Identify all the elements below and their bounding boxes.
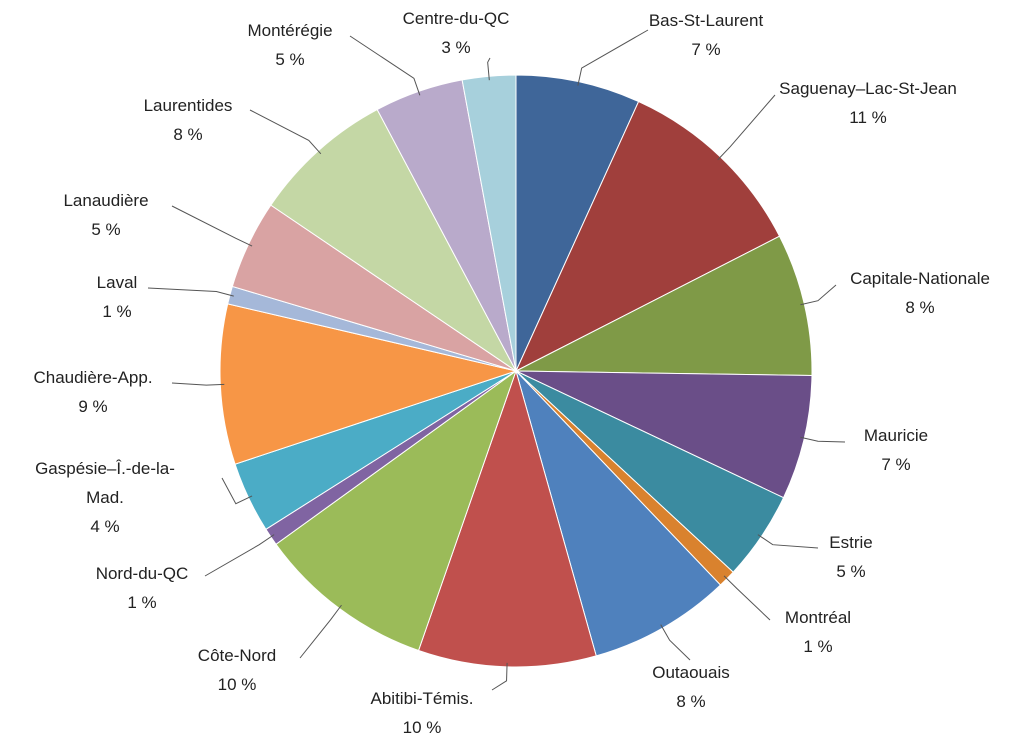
value-label: 5 % bbox=[836, 562, 866, 581]
value-label: 1 % bbox=[803, 637, 833, 656]
slice-label: Bas-St-Laurent 7 % bbox=[649, 6, 763, 64]
slice-label: Laurentides 8 % bbox=[144, 91, 233, 149]
category-label: Outaouais bbox=[652, 663, 730, 682]
category-label: Centre-du-QC bbox=[402, 9, 510, 28]
slice-label: Nord-du-QC 1 % bbox=[96, 559, 189, 617]
category-label: Estrie bbox=[829, 533, 873, 552]
value-label: 11 % bbox=[849, 108, 887, 127]
value-label: 1 % bbox=[127, 593, 157, 612]
value-label: 9 % bbox=[78, 397, 108, 416]
value-label: 8 % bbox=[676, 692, 706, 711]
category-label: Chaudière-App. bbox=[33, 368, 153, 387]
category-label: Lanaudière bbox=[63, 191, 149, 210]
value-label: 8 % bbox=[173, 125, 203, 144]
slice-label: Chaudière-App. 9 % bbox=[33, 363, 152, 421]
category-label: Montréal bbox=[784, 608, 852, 627]
slice-label: Estrie 5 % bbox=[829, 528, 872, 586]
leader-line bbox=[717, 94, 776, 161]
slice-label: Centre-du-QC 3 % bbox=[403, 4, 510, 62]
leader-line bbox=[249, 109, 322, 155]
slice-label: Outaouais 8 % bbox=[652, 658, 730, 716]
category-label: Côte-Nord bbox=[197, 646, 277, 665]
category-label: Bas-St-Laurent bbox=[648, 11, 764, 30]
value-label: 5 % bbox=[91, 220, 121, 239]
leader-line bbox=[660, 624, 691, 661]
category-label: Gaspésie–Î.-de-la-Mad. bbox=[35, 459, 175, 507]
value-label: 8 % bbox=[905, 298, 935, 317]
leader-line bbox=[299, 604, 342, 659]
value-label: 10 % bbox=[402, 718, 442, 737]
slice-label: Lanaudière 5 % bbox=[63, 186, 148, 244]
category-label: Abitibi-Témis. bbox=[370, 689, 474, 708]
slice-label: Laval 1 % bbox=[97, 268, 138, 326]
slice-label: Capitale-Nationale 8 % bbox=[850, 264, 990, 322]
value-label: 7 % bbox=[881, 455, 911, 474]
slice-label: Montréal 1 % bbox=[785, 603, 851, 661]
leader-line bbox=[171, 205, 253, 247]
category-label: Nord-du-QC bbox=[95, 564, 189, 583]
leader-line bbox=[491, 662, 508, 691]
slice-label: Gaspésie–Î.-de-la-Mad. 4 % bbox=[30, 454, 180, 541]
leader-line bbox=[800, 436, 846, 443]
slice-label: Abitibi-Témis. 10 % bbox=[371, 684, 474, 742]
value-label: 5 % bbox=[275, 50, 305, 69]
value-label: 4 % bbox=[90, 517, 120, 536]
value-label: 10 % bbox=[217, 675, 257, 694]
leader-line bbox=[349, 35, 421, 96]
category-label: Montérégie bbox=[247, 21, 333, 40]
category-label: Capitale-Nationale bbox=[850, 269, 990, 288]
slice-label: Côte-Nord 10 % bbox=[198, 641, 276, 699]
leader-line bbox=[487, 57, 491, 81]
leader-line bbox=[757, 534, 819, 549]
category-label: Laval bbox=[96, 273, 138, 292]
value-label: 7 % bbox=[691, 40, 721, 59]
category-label: Saguenay–Lac-St-Jean bbox=[779, 79, 957, 98]
leader-line bbox=[147, 287, 234, 297]
value-label: 3 % bbox=[441, 38, 471, 57]
leader-line bbox=[577, 29, 649, 86]
leader-line bbox=[800, 284, 837, 306]
leader-line bbox=[171, 382, 225, 386]
slice-label: Mauricie 7 % bbox=[864, 421, 928, 479]
value-label: 1 % bbox=[102, 302, 132, 321]
leader-line bbox=[221, 477, 253, 505]
leader-line bbox=[204, 534, 275, 577]
slice-label: Montérégie 5 % bbox=[247, 16, 332, 74]
slice-label: Saguenay–Lac-St-Jean 11 % bbox=[776, 74, 961, 132]
leader-line bbox=[723, 575, 771, 621]
category-label: Mauricie bbox=[863, 426, 929, 445]
category-label: Laurentides bbox=[143, 96, 233, 115]
